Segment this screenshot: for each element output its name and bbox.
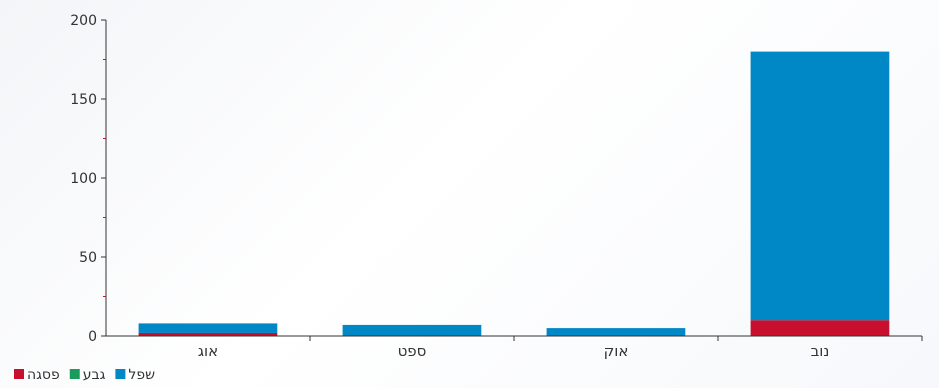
y-tick-label: 100 (70, 171, 97, 187)
y-tick-label: 50 (79, 250, 97, 266)
bar-segment-0-2 (138, 323, 278, 333)
x-tick-label: ספט (398, 342, 427, 360)
legend-swatch-0 (14, 369, 24, 379)
bar-segment-2-2 (546, 328, 686, 336)
legend-swatch-2 (115, 369, 126, 379)
legend: פסגה גבע שפל (14, 367, 155, 383)
legend-label-1: גבע (83, 367, 106, 383)
bars-layer (138, 51, 890, 336)
bar-segment-3-0 (750, 320, 890, 336)
x-tick-label: אוק (604, 342, 629, 360)
legend-swatch-1 (69, 369, 80, 379)
bar-segment-1-2 (342, 324, 482, 336)
bar-segment-3-2 (750, 51, 890, 321)
legend-label-2: שפל (128, 367, 155, 383)
y-tick-label: 150 (70, 92, 97, 108)
y-tick-label: 200 (70, 13, 97, 29)
axis-layer: אוג ספט אוק נוב 0 50 100 150 200 (70, 13, 923, 360)
x-tick-label: נוב (811, 342, 830, 360)
x-tick-label: אוג (198, 342, 218, 360)
y-tick-label: 0 (88, 329, 97, 345)
legend-label-0: פסגה (27, 367, 60, 383)
bar-segment-0-0 (138, 332, 278, 336)
